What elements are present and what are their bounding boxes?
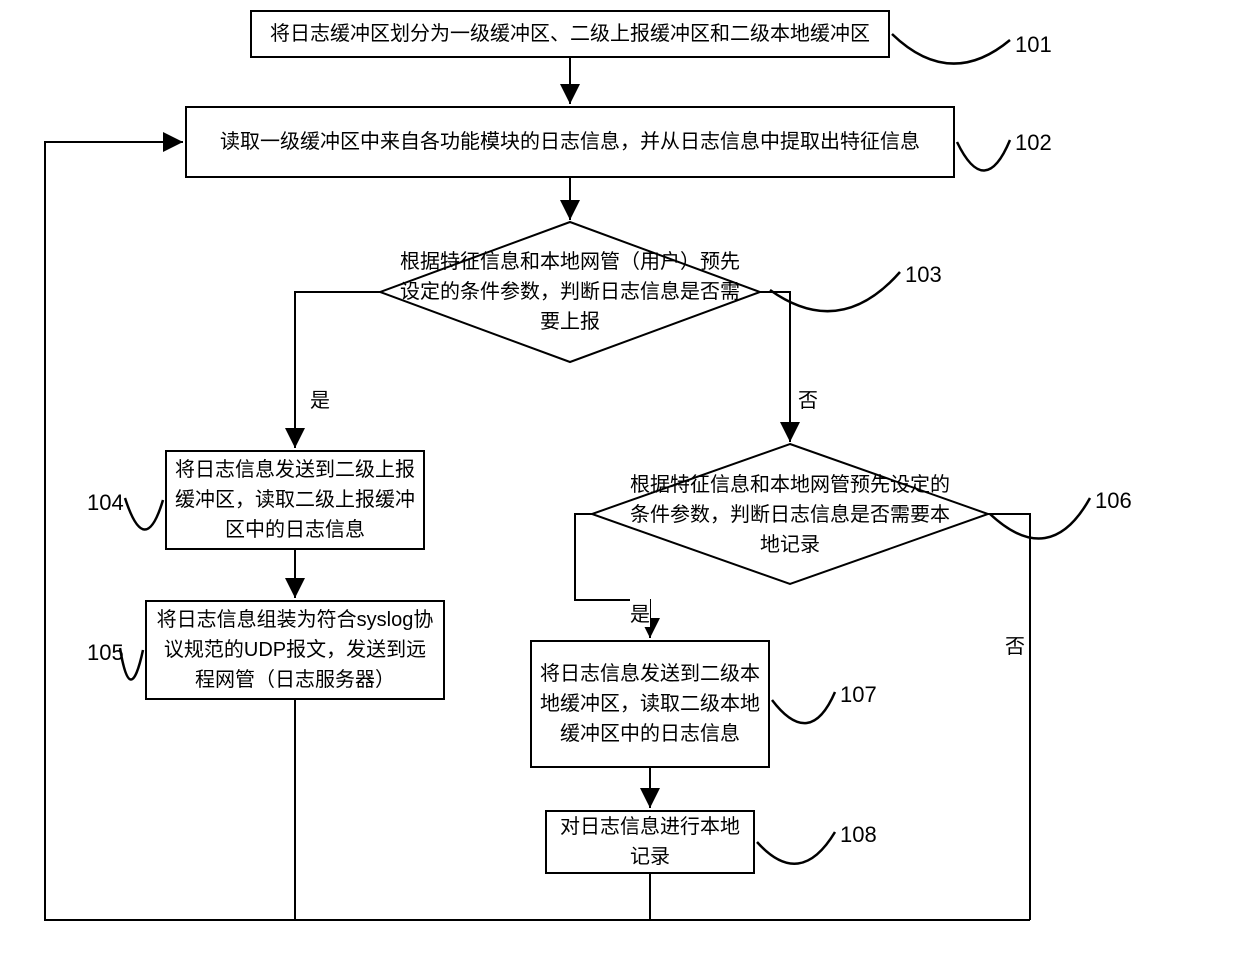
node-108: 对日志信息进行本地记录 xyxy=(545,810,755,874)
node-104: 将日志信息发送到二级上报缓冲区，读取二级上报缓冲区中的日志信息 xyxy=(165,450,425,550)
step-107: 107 xyxy=(840,682,877,708)
node-102-text: 读取一级缓冲区中来自各功能模块的日志信息，并从日志信息中提取出特征信息 xyxy=(220,127,920,157)
node-106: 根据特征信息和本地网管预先设定的条件参数，判断日志信息是否需要本地记录 xyxy=(625,463,955,567)
node-102: 读取一级缓冲区中来自各功能模块的日志信息，并从日志信息中提取出特征信息 xyxy=(185,106,955,178)
label-yes-2: 是 xyxy=(630,598,650,627)
label-no-2: 否 xyxy=(1005,630,1025,659)
step-106: 106 xyxy=(1095,488,1132,514)
node-108-text: 对日志信息进行本地记录 xyxy=(555,812,745,872)
step-108: 108 xyxy=(840,822,877,848)
node-104-text: 将日志信息发送到二级上报缓冲区，读取二级上报缓冲区中的日志信息 xyxy=(175,455,415,545)
node-101: 将日志缓冲区划分为一级缓冲区、二级上报缓冲区和二级本地缓冲区 xyxy=(250,10,890,58)
node-105: 将日志信息组装为符合syslog协议规范的UDP报文，发送到远程网管（日志服务器… xyxy=(145,600,445,700)
step-104: 104 xyxy=(87,490,124,516)
step-103: 103 xyxy=(905,262,942,288)
step-102: 102 xyxy=(1015,130,1052,156)
label-no-1: 否 xyxy=(798,384,818,413)
node-101-text: 将日志缓冲区划分为一级缓冲区、二级上报缓冲区和二级本地缓冲区 xyxy=(270,19,870,49)
node-105-text: 将日志信息组装为符合syslog协议规范的UDP报文，发送到远程网管（日志服务器… xyxy=(155,605,435,695)
node-107: 将日志信息发送到二级本地缓冲区，读取二级本地缓冲区中的日志信息 xyxy=(530,640,770,768)
step-105: 105 xyxy=(87,640,124,666)
label-yes-1: 是 xyxy=(310,384,330,413)
node-103-text: 根据特征信息和本地网管（用户）预先设定的条件参数，判断日志信息是否需要上报 xyxy=(400,247,740,337)
step-101: 101 xyxy=(1015,32,1052,58)
node-107-text: 将日志信息发送到二级本地缓冲区，读取二级本地缓冲区中的日志信息 xyxy=(540,659,760,749)
node-106-text: 根据特征信息和本地网管预先设定的条件参数，判断日志信息是否需要本地记录 xyxy=(625,470,955,560)
node-103: 根据特征信息和本地网管（用户）预先设定的条件参数，判断日志信息是否需要上报 xyxy=(400,240,740,344)
